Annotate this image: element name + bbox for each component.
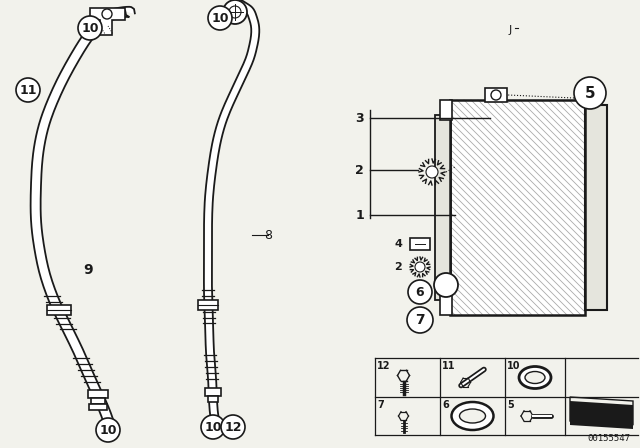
Text: 10: 10 — [204, 421, 221, 434]
Bar — [47, 305, 70, 315]
Circle shape — [407, 307, 433, 333]
Circle shape — [221, 415, 245, 439]
Ellipse shape — [525, 371, 545, 383]
Circle shape — [229, 6, 241, 18]
Text: 7: 7 — [377, 400, 384, 410]
Text: 9: 9 — [83, 263, 93, 277]
Text: 1: 1 — [355, 208, 364, 221]
Circle shape — [426, 166, 438, 178]
Bar — [208, 396, 218, 402]
Ellipse shape — [460, 409, 486, 423]
Bar — [205, 388, 221, 396]
Text: 10: 10 — [211, 12, 228, 25]
Polygon shape — [204, 0, 259, 421]
Circle shape — [434, 273, 458, 297]
Text: 10: 10 — [507, 361, 520, 371]
Polygon shape — [90, 8, 125, 35]
Text: 11: 11 — [19, 83, 36, 96]
Circle shape — [415, 262, 425, 272]
Text: 10: 10 — [81, 22, 99, 34]
Bar — [485, 88, 507, 102]
Text: 5: 5 — [507, 400, 514, 410]
Circle shape — [16, 78, 40, 102]
Bar — [585, 105, 607, 310]
Bar — [435, 115, 451, 300]
Text: 2: 2 — [355, 164, 364, 177]
Text: 6: 6 — [442, 400, 449, 410]
Circle shape — [201, 415, 225, 439]
Text: 6: 6 — [416, 285, 424, 298]
Bar — [450, 100, 585, 315]
Bar — [91, 398, 105, 404]
Polygon shape — [31, 7, 135, 422]
FancyBboxPatch shape — [410, 238, 430, 250]
Bar — [450, 100, 585, 315]
Text: 00155547: 00155547 — [587, 434, 630, 443]
Text: 2: 2 — [394, 262, 402, 272]
Text: 11: 11 — [442, 361, 456, 371]
Polygon shape — [570, 401, 633, 429]
Text: 7: 7 — [415, 313, 425, 327]
Circle shape — [78, 16, 102, 40]
Circle shape — [223, 0, 247, 24]
Text: J: J — [508, 25, 511, 35]
Text: 12: 12 — [377, 361, 390, 371]
Bar — [88, 390, 108, 398]
Text: 4: 4 — [394, 239, 402, 249]
Text: 5: 5 — [585, 86, 595, 100]
Circle shape — [96, 418, 120, 442]
Circle shape — [208, 6, 232, 30]
Bar — [440, 100, 452, 120]
Bar — [89, 404, 107, 410]
Ellipse shape — [519, 366, 551, 388]
Circle shape — [574, 77, 606, 109]
Text: 3: 3 — [355, 112, 364, 125]
Text: 12: 12 — [224, 421, 242, 434]
Circle shape — [491, 90, 501, 100]
Ellipse shape — [451, 402, 493, 430]
Circle shape — [408, 280, 432, 304]
Circle shape — [102, 9, 112, 19]
Text: 10: 10 — [99, 423, 116, 436]
Text: 8: 8 — [264, 228, 272, 241]
Bar — [198, 300, 218, 310]
Bar — [440, 295, 452, 315]
